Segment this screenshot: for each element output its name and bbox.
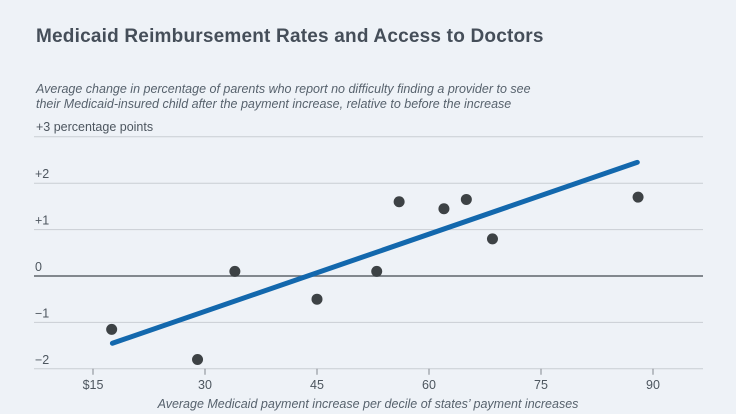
x-tick-label: 90	[646, 378, 660, 392]
data-point	[486, 233, 498, 245]
data-point	[106, 323, 118, 335]
data-point	[632, 191, 644, 203]
data-point	[371, 265, 383, 277]
data-point	[393, 196, 405, 208]
data-point	[438, 203, 450, 215]
chart-subtitle: Average change in percentage of parents …	[36, 82, 531, 111]
x-tick-label: $15	[83, 378, 104, 392]
subtitle-line-1: Average change in percentage of parents …	[36, 82, 531, 96]
x-tick-label: 60	[422, 378, 436, 392]
data-point	[229, 265, 241, 277]
data-point	[192, 354, 204, 366]
trend-line	[109, 159, 640, 346]
data-point	[311, 293, 323, 305]
y-tick-label: 0	[35, 260, 42, 274]
x-axis-caption: Average Medicaid payment increase per de…	[157, 397, 579, 411]
x-tick-label: 45	[310, 378, 324, 392]
y-axis-unit-label: +3 percentage points	[36, 120, 154, 134]
y-tick-label: −2	[35, 353, 49, 367]
data-point	[460, 193, 472, 205]
x-tick-label: 30	[198, 378, 212, 392]
x-tick-label: 75	[534, 378, 548, 392]
y-tick-label: −1	[35, 306, 49, 320]
subtitle-line-2: their Medicaid-insured child after the p…	[36, 96, 512, 111]
chart-title: Medicaid Reimbursement Rates and Access …	[36, 26, 544, 47]
y-tick-label: +1	[35, 214, 49, 228]
y-tick-label: +2	[35, 167, 49, 181]
